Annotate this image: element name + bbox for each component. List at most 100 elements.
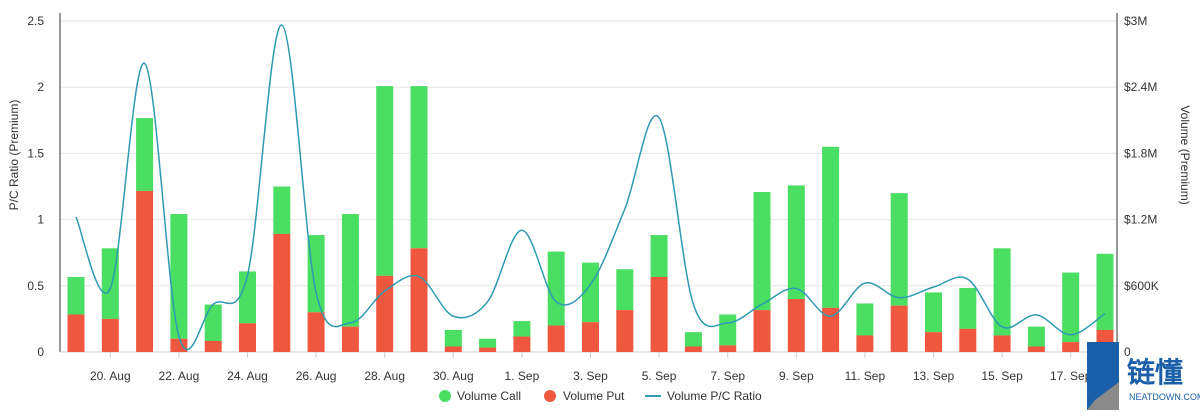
x-axis-tick-label: 1. Sep: [505, 369, 540, 383]
right-axis-tick-label: $3M: [1124, 14, 1147, 28]
bar-volume-put: [444, 346, 462, 352]
bar-volume-call: [547, 251, 565, 326]
bar-volume-call: [479, 338, 497, 348]
legend-label-volume-call: Volume Call: [457, 389, 521, 403]
bar-volume-put: [170, 338, 188, 352]
bar-volume-put: [719, 345, 737, 352]
x-axis-tick-label: 11. Sep: [845, 369, 886, 383]
bar-volume-call: [136, 118, 154, 191]
bar-volume-call: [513, 321, 531, 337]
x-axis-tick-label: 5. Sep: [642, 369, 677, 383]
line-volume-pc-ratio: [75, 24, 1106, 351]
bar-volume-call: [341, 214, 359, 327]
watermark-text: 链懂: [1127, 356, 1183, 389]
legend: Volume Call Volume Put Volume P/C Ratio: [439, 389, 762, 403]
x-axis-tick-label: 15. Sep: [981, 369, 1023, 383]
legend-item-volume-call[interactable]: Volume Call: [439, 389, 521, 403]
bar-volume-call: [684, 332, 702, 347]
legend-item-volume-put[interactable]: Volume Put: [544, 389, 625, 403]
x-axis-tick-label: 28. Aug: [364, 369, 405, 383]
bar-volume-call: [822, 146, 840, 308]
watermark-logo: 链懂 NEATDOWN.COM: [1087, 342, 1200, 410]
bar-volume-put: [925, 332, 942, 352]
bar-layer: [67, 86, 1114, 352]
bar-volume-put: [547, 325, 565, 352]
bar-volume-put: [616, 310, 634, 352]
bar-volume-put: [307, 312, 325, 352]
bar-volume-call: [856, 303, 874, 336]
x-axis-tick-label: 24. Aug: [227, 369, 268, 383]
grid-layer: [60, 20, 1117, 287]
bar-volume-call: [101, 248, 119, 319]
right-axis-tick-label: $600K: [1124, 279, 1159, 293]
left-axis-tick-label: 2.5: [27, 14, 44, 28]
bar-volume-put: [753, 310, 771, 352]
x-axis-tick-label: 9. Sep: [779, 369, 814, 383]
bar-volume-put: [513, 336, 531, 352]
line-layer: [75, 24, 1106, 351]
right-axis-title: Volume (Premium): [1178, 105, 1192, 204]
bar-volume-call: [410, 86, 428, 249]
bar-volume-put: [582, 322, 599, 352]
bar-volume-call: [993, 248, 1011, 336]
x-axis-tick-label: 17. Sep: [1050, 369, 1092, 383]
bar-volume-put: [479, 347, 497, 352]
bar-volume-put: [101, 318, 119, 352]
bar-volume-put: [1062, 342, 1080, 352]
bar-volume-put: [67, 314, 85, 352]
legend-marker-volume-call: [439, 390, 451, 402]
x-axis-tick-label: 3. Sep: [573, 369, 608, 383]
bar-volume-call: [170, 214, 188, 339]
right-axis-tick-label: 0: [1124, 345, 1131, 359]
left-axis-title: P/C Ratio (Premium): [7, 100, 21, 211]
bar-volume-call: [444, 329, 462, 347]
legend-label-volume-pc-ratio: Volume P/C Ratio: [667, 389, 762, 403]
x-axis-tick-label: 30. Aug: [433, 369, 474, 383]
bar-volume-put: [1027, 346, 1045, 352]
bar-volume-call: [650, 235, 668, 277]
watermark-logo-accent: [1087, 382, 1119, 410]
bar-volume-call: [307, 235, 325, 313]
bar-volume-call: [753, 192, 771, 311]
bar-volume-call: [925, 292, 942, 333]
bar-volume-put: [410, 248, 428, 352]
x-axis-tick-label: 20. Aug: [90, 369, 131, 383]
x-axis-tick-label: 7. Sep: [710, 369, 745, 383]
bar-volume-put: [856, 335, 874, 352]
bar-volume-put: [959, 328, 977, 352]
legend-item-volume-pc-ratio[interactable]: Volume P/C Ratio: [645, 389, 762, 403]
bar-volume-call: [1062, 272, 1080, 343]
left-axis-tick-label: 1.5: [27, 146, 44, 160]
bar-volume-put: [822, 307, 840, 352]
bar-volume-put: [787, 299, 805, 352]
bar-volume-call: [273, 186, 291, 234]
left-axis-tick-label: 2: [37, 80, 44, 94]
bar-volume-call: [376, 86, 394, 276]
left-axis-tick-label: 0.5: [27, 279, 44, 293]
bar-volume-call: [67, 276, 85, 315]
bar-volume-call: [959, 288, 977, 329]
x-axis-tick-label: 13. Sep: [913, 369, 955, 383]
bar-volume-put: [273, 233, 291, 352]
watermark-subtext: NEATDOWN.COM: [1129, 392, 1200, 402]
x-axis-tick-label: 26. Aug: [296, 369, 337, 383]
right-axis-tick-label: $2.4M: [1124, 80, 1157, 94]
bar-volume-put: [204, 340, 222, 352]
bar-volume-put: [684, 346, 702, 352]
x-axis-tick-label: 22. Aug: [159, 369, 200, 383]
legend-marker-volume-put: [544, 390, 556, 402]
bar-volume-call: [1096, 253, 1114, 330]
right-axis-tick-label: $1.8M: [1124, 146, 1157, 160]
bar-volume-put: [239, 323, 256, 352]
bar-volume-put: [890, 305, 908, 352]
left-axis-tick-label: 1: [37, 213, 44, 227]
bar-volume-put: [993, 335, 1011, 352]
bar-volume-call: [890, 193, 908, 306]
bar-volume-put: [341, 326, 359, 352]
legend-label-volume-put: Volume Put: [563, 389, 625, 403]
bar-volume-call: [719, 314, 737, 346]
left-axis-tick-label: 0: [37, 345, 44, 359]
bar-volume-call: [1027, 326, 1045, 347]
